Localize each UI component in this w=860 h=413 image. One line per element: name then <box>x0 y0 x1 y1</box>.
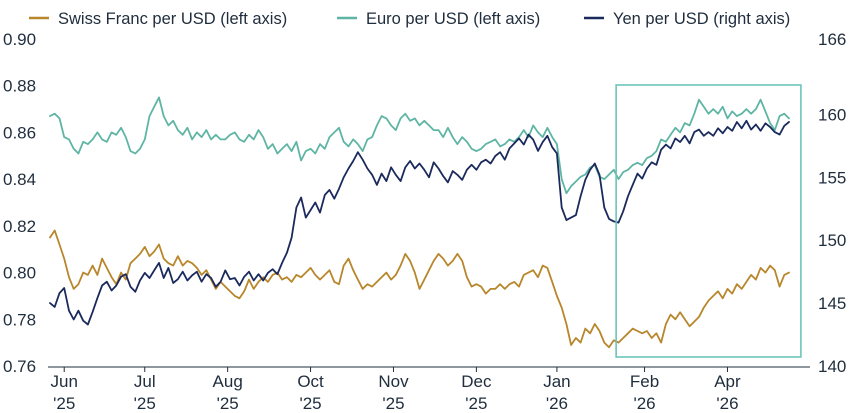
right-tick-140: 140 <box>818 357 846 376</box>
series-lines <box>49 96 790 349</box>
x-tick-month-nov-25: Nov <box>378 372 409 391</box>
right-tick-160: 160 <box>818 105 846 124</box>
x-tick-year-aug-25: '25 <box>217 394 239 413</box>
legend-item-swiss-franc: Swiss Franc per USD (left axis) <box>29 10 287 28</box>
x-tick-year-jan-26: '26 <box>546 394 568 413</box>
right-tick-145: 145 <box>818 294 846 313</box>
x-tick-year-dec-25: '25 <box>465 394 487 413</box>
series-line-swiss-franc-per-usd-left-axis <box>49 229 790 349</box>
x-tick-year-nov-25: '25 <box>382 394 404 413</box>
x-tick-year-oct-25: '25 <box>299 394 321 413</box>
left-tick-0-86: 0.86 <box>3 123 36 142</box>
x-tick-month-dec-25: Dec <box>461 372 492 391</box>
left-tick-0-88: 0.88 <box>3 77 36 96</box>
legend-label-swiss-franc: Swiss Franc per USD (left axis) <box>58 10 287 28</box>
x-tick-month-jun-25: Jun <box>51 372 78 391</box>
left-tick-0-78: 0.78 <box>3 310 36 329</box>
left-tick-0-84: 0.84 <box>3 170 36 189</box>
x-tick-year-jun-25: '25 <box>53 394 75 413</box>
x-axis: Jun '25 Jul '25 Aug '25 Oct '25 Nov '25 Dec '25 Jan '… <box>51 367 741 413</box>
x-tick-month-feb-26: Feb <box>630 372 659 391</box>
legend: Swiss Franc per USD (left axis) Euro per… <box>29 10 790 28</box>
highlight-box <box>615 84 802 358</box>
right-tick-166: 166 <box>818 30 846 49</box>
x-tick-month-oct-25: Oct <box>297 372 324 391</box>
x-tick-month-apr-26: Apr <box>714 372 741 391</box>
x-tick-year-feb-26: '26 <box>633 394 655 413</box>
legend-item-yen: Yen per USD (right axis) <box>584 10 790 28</box>
x-tick-month-jan-26: Jan <box>543 372 570 391</box>
left-tick-0-82: 0.82 <box>3 217 36 236</box>
legend-label-yen: Yen per USD (right axis) <box>613 10 790 28</box>
right-axis: 166 160 155 150 145 140 <box>818 30 846 376</box>
x-tick-year-apr-26: '26 <box>716 394 738 413</box>
x-tick-month-aug-25: Aug <box>213 372 243 391</box>
series-line-euro-per-usd-left-axis <box>49 96 790 195</box>
legend-item-euro: Euro per USD (left axis) <box>337 10 540 28</box>
left-tick-0-90: 0.90 <box>3 30 36 49</box>
legend-label-euro: Euro per USD (left axis) <box>366 10 540 28</box>
right-tick-150: 150 <box>818 231 846 250</box>
x-tick-year-jul-25: '25 <box>134 394 156 413</box>
left-axis: 0.90 0.88 0.86 0.84 0.82 0.80 0.78 0.76 <box>3 30 36 376</box>
x-tick-month-jul-25: Jul <box>134 372 156 391</box>
right-tick-155: 155 <box>818 168 846 187</box>
left-tick-0-76: 0.76 <box>3 357 36 376</box>
left-tick-0-80: 0.80 <box>3 264 36 283</box>
series-line-yen-per-usd-right-axis <box>49 119 790 326</box>
